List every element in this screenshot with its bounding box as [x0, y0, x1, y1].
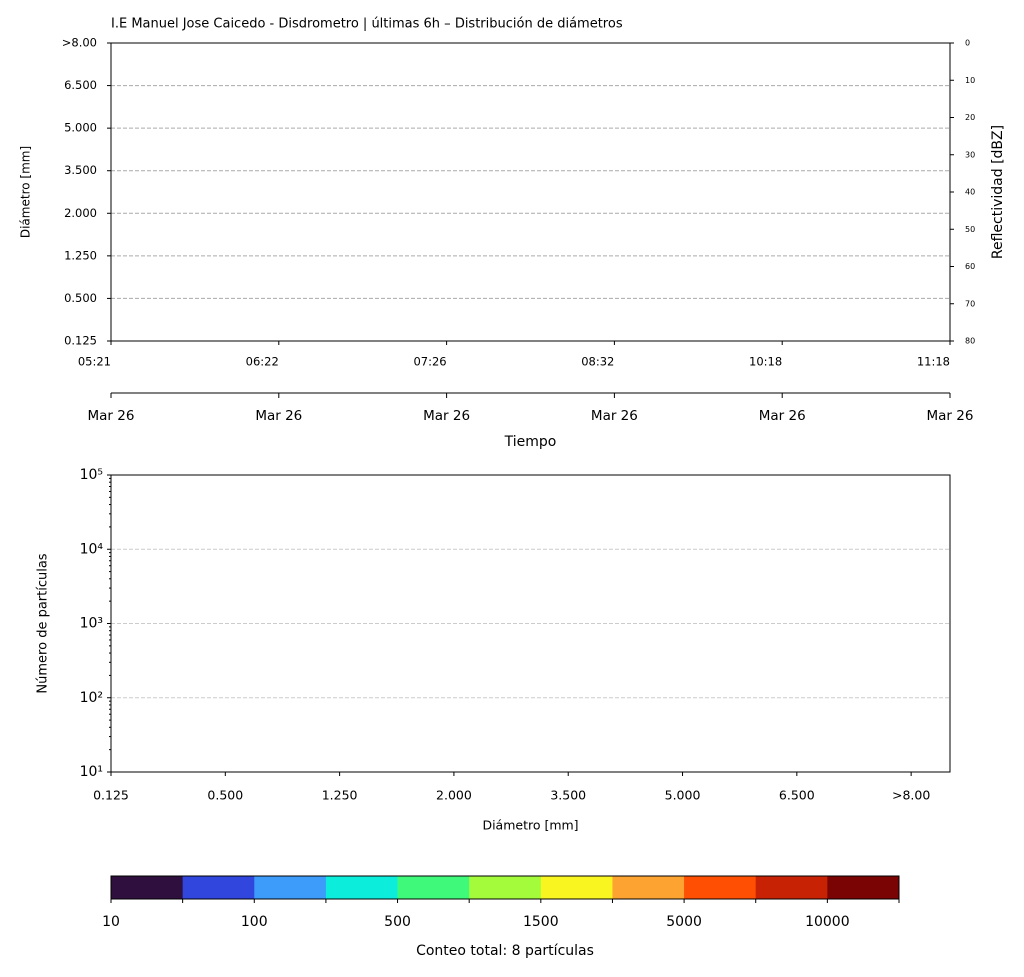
y-tick-label: 1.250 [64, 248, 97, 262]
x2-tick-label: Mar 26 [759, 408, 806, 424]
x-axis-label: Tiempo [504, 434, 557, 450]
x-tick-label: 1.250 [322, 788, 358, 803]
colorbar-tick-label: 5000 [666, 914, 702, 930]
x-tick-label: 5.000 [665, 788, 701, 803]
x-tick-label: 05:21 [78, 355, 111, 369]
x-tick-label: 08:32 [581, 355, 614, 369]
colorbar-label: Conteo total: 8 partículas [416, 943, 594, 959]
y2-tick-label: 10 [965, 76, 975, 85]
y2-tick-label: 70 [965, 299, 975, 308]
colorbar-tick-label: 500 [384, 914, 411, 930]
y-tick-label: 6.500 [64, 78, 97, 92]
y-tick-label: 2.000 [64, 206, 97, 220]
y2-tick-label: 60 [965, 262, 975, 271]
colorbar-tick-label: 10 [102, 914, 120, 930]
colorbar-segment [755, 876, 828, 899]
y2-tick-label: 20 [965, 113, 975, 122]
x2-tick-label: Mar 26 [255, 408, 302, 424]
y-axis-label: Número de partículas [36, 553, 51, 693]
y2-tick-label: 30 [965, 150, 975, 159]
y2-tick-label: 50 [965, 225, 975, 234]
colorbar-segment [469, 876, 542, 899]
y-tick-label: 10³ [80, 616, 103, 632]
colorbar-segment [182, 876, 255, 899]
colorbar-segment [254, 876, 327, 899]
y-tick-label: 10² [80, 690, 103, 706]
x-tick-label: 0.500 [207, 788, 243, 803]
x-tick-label: 07:26 [413, 355, 446, 369]
y2-tick-label: 80 [965, 337, 975, 346]
x-tick-label: 0.125 [93, 788, 129, 803]
x-tick-label: 3.500 [550, 788, 586, 803]
x2-tick-label: Mar 26 [88, 408, 135, 424]
colorbar-segment [612, 876, 685, 899]
x-tick-label: 2.000 [436, 788, 472, 803]
y-tick-label: 10¹ [80, 764, 103, 780]
y-tick-label: >8.00 [62, 36, 97, 50]
y-axis-label: Diámetro [mm] [19, 146, 33, 238]
plot-frame [110, 474, 951, 773]
y-tick-label: 0.500 [64, 291, 97, 305]
colorbar-segment [397, 876, 470, 899]
x-tick-label: 06:22 [246, 355, 279, 369]
y-tick-label: 5.000 [64, 121, 97, 135]
x2-tick-label: Mar 26 [591, 408, 638, 424]
colorbar-segment [111, 876, 184, 899]
colorbar-segment [684, 876, 757, 899]
x-tick-label: >8.00 [892, 788, 930, 803]
y-tick-label: 10⁵ [80, 467, 103, 483]
x2-tick-label: Mar 26 [927, 408, 974, 424]
chart-title: I.E Manuel Jose Caicedo - Disdrometro | … [111, 17, 623, 32]
x-tick-label: 10:18 [749, 355, 782, 369]
colorbar-segment [540, 876, 613, 899]
y2-tick-label: 40 [965, 188, 975, 197]
colorbar-frame [110, 875, 900, 900]
x-tick-label: 11:18 [917, 355, 950, 369]
y-tick-label: 0.125 [64, 334, 97, 348]
plot-frame [110, 42, 951, 342]
y-tick-label: 10⁴ [80, 541, 104, 557]
colorbar-segment [827, 876, 900, 899]
y-tick-label: 3.500 [64, 163, 97, 177]
x2-tick-label: Mar 26 [423, 408, 470, 424]
y2-tick-label: 0 [965, 39, 970, 48]
colorbar-segment [325, 876, 399, 899]
colorbar-tick-label: 10000 [805, 914, 850, 930]
colorbar-tick-label: 100 [241, 914, 268, 930]
y2-axis-label: Reflectividad [dBZ] [990, 125, 1006, 259]
colorbar-tick-label: 1500 [523, 914, 559, 930]
x-axis-label: Diámetro [mm] [482, 818, 578, 833]
x-tick-label: 6.500 [779, 788, 815, 803]
